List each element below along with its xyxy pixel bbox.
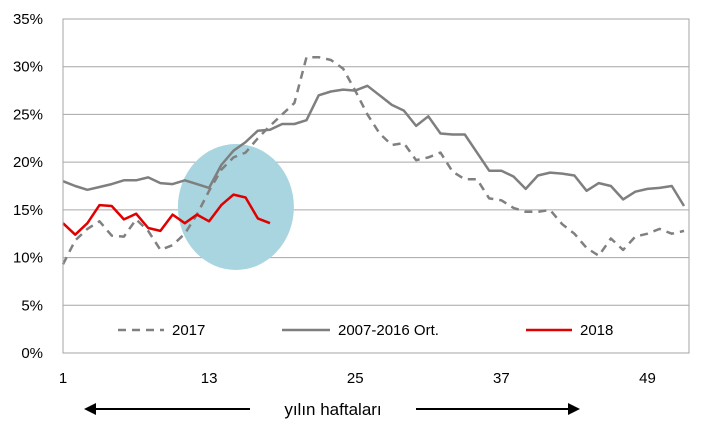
y-tick-label: 0% xyxy=(21,345,43,362)
gridlines xyxy=(63,66,689,306)
y-tick-label: 5% xyxy=(21,297,43,314)
legend-label: 2018 xyxy=(580,322,613,339)
y-tick-label: 15% xyxy=(13,202,43,219)
annotation-layer xyxy=(177,143,294,270)
x-tick-label: 1 xyxy=(59,370,67,387)
y-tick-label: 10% xyxy=(13,250,43,267)
series-line-2018 xyxy=(62,193,271,236)
x-axis-ticks: 1 13 25 37 49 xyxy=(59,370,656,387)
x-tick-label: 37 xyxy=(493,370,510,387)
y-tick-label: 30% xyxy=(13,59,43,76)
y-tick-label: 20% xyxy=(13,154,43,171)
y-tick-label: 25% xyxy=(13,106,43,123)
y-axis-ticks: 0% 5% 10% 15% 20% 25% 30% 35% xyxy=(13,11,43,362)
series-layer xyxy=(61,55,686,265)
right-arrow-head xyxy=(568,403,580,415)
legend-label: 2007-2016 Ort. xyxy=(338,322,439,339)
highlight-ellipse xyxy=(177,143,294,270)
plot-area-border xyxy=(62,18,690,354)
series-line-2007-2016-ort- xyxy=(62,84,686,207)
x-tick-label: 25 xyxy=(347,370,364,387)
x-axis-label: yılın haftaları xyxy=(284,400,381,419)
x-tick-label: 49 xyxy=(639,370,656,387)
legend: 2017 2007-2016 Ort. 2018 xyxy=(118,322,613,339)
left-arrow-head xyxy=(84,403,96,415)
y-tick-label: 35% xyxy=(13,11,43,28)
legend-label: 2017 xyxy=(172,322,205,339)
x-axis-caption: yılın haftaları xyxy=(84,400,580,419)
series-line-2017 xyxy=(61,55,685,265)
x-tick-label: 13 xyxy=(201,370,218,387)
